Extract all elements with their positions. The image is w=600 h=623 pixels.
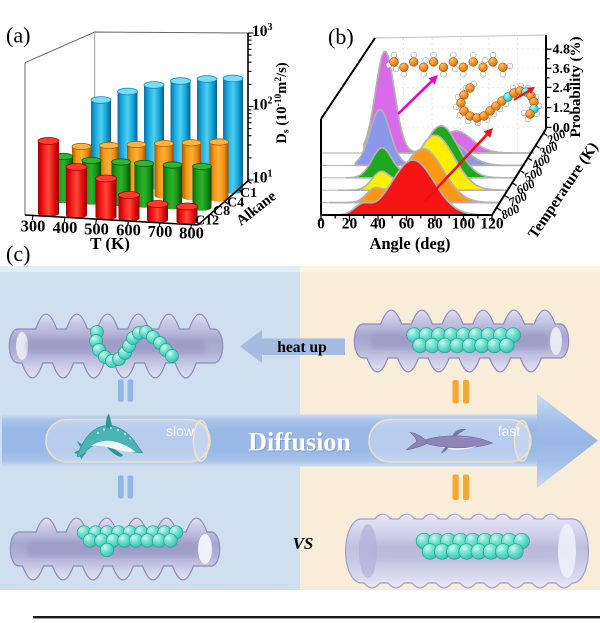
svg-text:Diffusion: Diffusion — [249, 429, 352, 458]
svg-text:1.2: 1.2 — [553, 101, 571, 116]
svg-text:500: 500 — [84, 219, 109, 238]
svg-text:600: 600 — [116, 221, 141, 240]
svg-text:100: 100 — [452, 216, 476, 233]
svg-text:(c): (c) — [6, 241, 30, 266]
svg-text:C12: C12 — [195, 214, 219, 229]
svg-text:0.0: 0.0 — [553, 121, 571, 136]
svg-text:T (K): T (K) — [90, 234, 130, 253]
svg-text:C1: C1 — [240, 186, 257, 201]
svg-text:102: 102 — [252, 96, 273, 114]
svg-text:C4: C4 — [227, 196, 244, 211]
svg-text:400: 400 — [53, 218, 78, 237]
svg-text:20: 20 — [342, 216, 358, 233]
svg-text:4.8: 4.8 — [553, 43, 571, 58]
svg-text:Ds (10-10m2/s): Ds (10-10m2/s) — [274, 62, 292, 143]
svg-text:C8: C8 — [213, 204, 230, 219]
svg-text:3.6: 3.6 — [553, 62, 571, 77]
svg-text:VS: VS — [293, 534, 314, 553]
svg-text:(a): (a) — [6, 23, 30, 48]
svg-text:heat up: heat up — [277, 339, 327, 356]
svg-text:2.4: 2.4 — [553, 81, 571, 96]
svg-text:slow: slow — [166, 423, 195, 439]
svg-text:0: 0 — [317, 216, 325, 233]
svg-text:700: 700 — [148, 222, 173, 241]
svg-text:800: 800 — [179, 224, 204, 243]
svg-text:40: 40 — [370, 216, 386, 233]
svg-text:80: 80 — [427, 216, 443, 233]
svg-text:60: 60 — [399, 216, 415, 233]
svg-text:fast: fast — [498, 423, 521, 439]
svg-text:101: 101 — [252, 169, 273, 187]
svg-text:120: 120 — [480, 216, 504, 233]
svg-text:300: 300 — [21, 217, 46, 236]
svg-text:(b): (b) — [328, 24, 354, 49]
svg-text:Angle (deg): Angle (deg) — [369, 234, 450, 253]
svg-text:Diffusion: Diffusion — [248, 428, 351, 457]
svg-text:Probability (%): Probability (%) — [568, 37, 584, 138]
svg-text:103: 103 — [252, 22, 273, 40]
